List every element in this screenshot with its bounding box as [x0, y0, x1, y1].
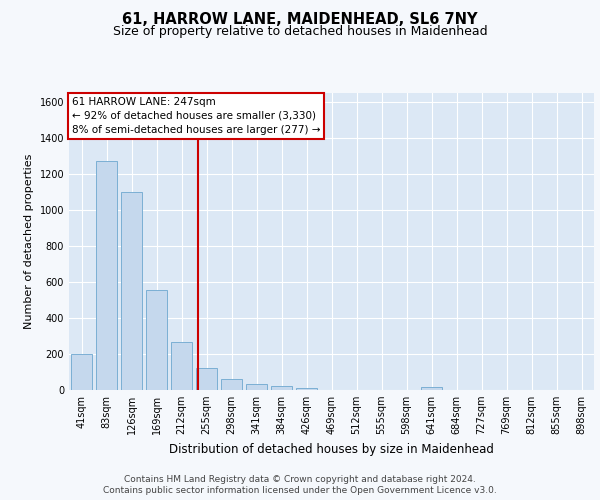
Bar	[196, 368, 217, 390]
Bar	[271, 386, 292, 390]
Text: Contains public sector information licensed under the Open Government Licence v3: Contains public sector information licen…	[103, 486, 497, 495]
X-axis label: Distribution of detached houses by size in Maidenhead: Distribution of detached houses by size …	[169, 442, 494, 456]
Bar	[121, 192, 142, 390]
Bar	[221, 379, 242, 390]
Bar	[421, 387, 442, 390]
Bar	[96, 161, 117, 390]
Text: Size of property relative to detached houses in Maidenhead: Size of property relative to detached ho…	[113, 25, 487, 38]
Bar	[246, 384, 267, 390]
Bar	[146, 290, 167, 390]
Text: Contains HM Land Registry data © Crown copyright and database right 2024.: Contains HM Land Registry data © Crown c…	[124, 475, 476, 484]
Bar	[171, 342, 192, 390]
Bar	[71, 354, 92, 390]
Text: 61, HARROW LANE, MAIDENHEAD, SL6 7NY: 61, HARROW LANE, MAIDENHEAD, SL6 7NY	[122, 12, 478, 28]
Text: 61 HARROW LANE: 247sqm
← 92% of detached houses are smaller (3,330)
8% of semi-d: 61 HARROW LANE: 247sqm ← 92% of detached…	[71, 97, 320, 135]
Y-axis label: Number of detached properties: Number of detached properties	[24, 154, 34, 329]
Bar	[296, 388, 317, 390]
